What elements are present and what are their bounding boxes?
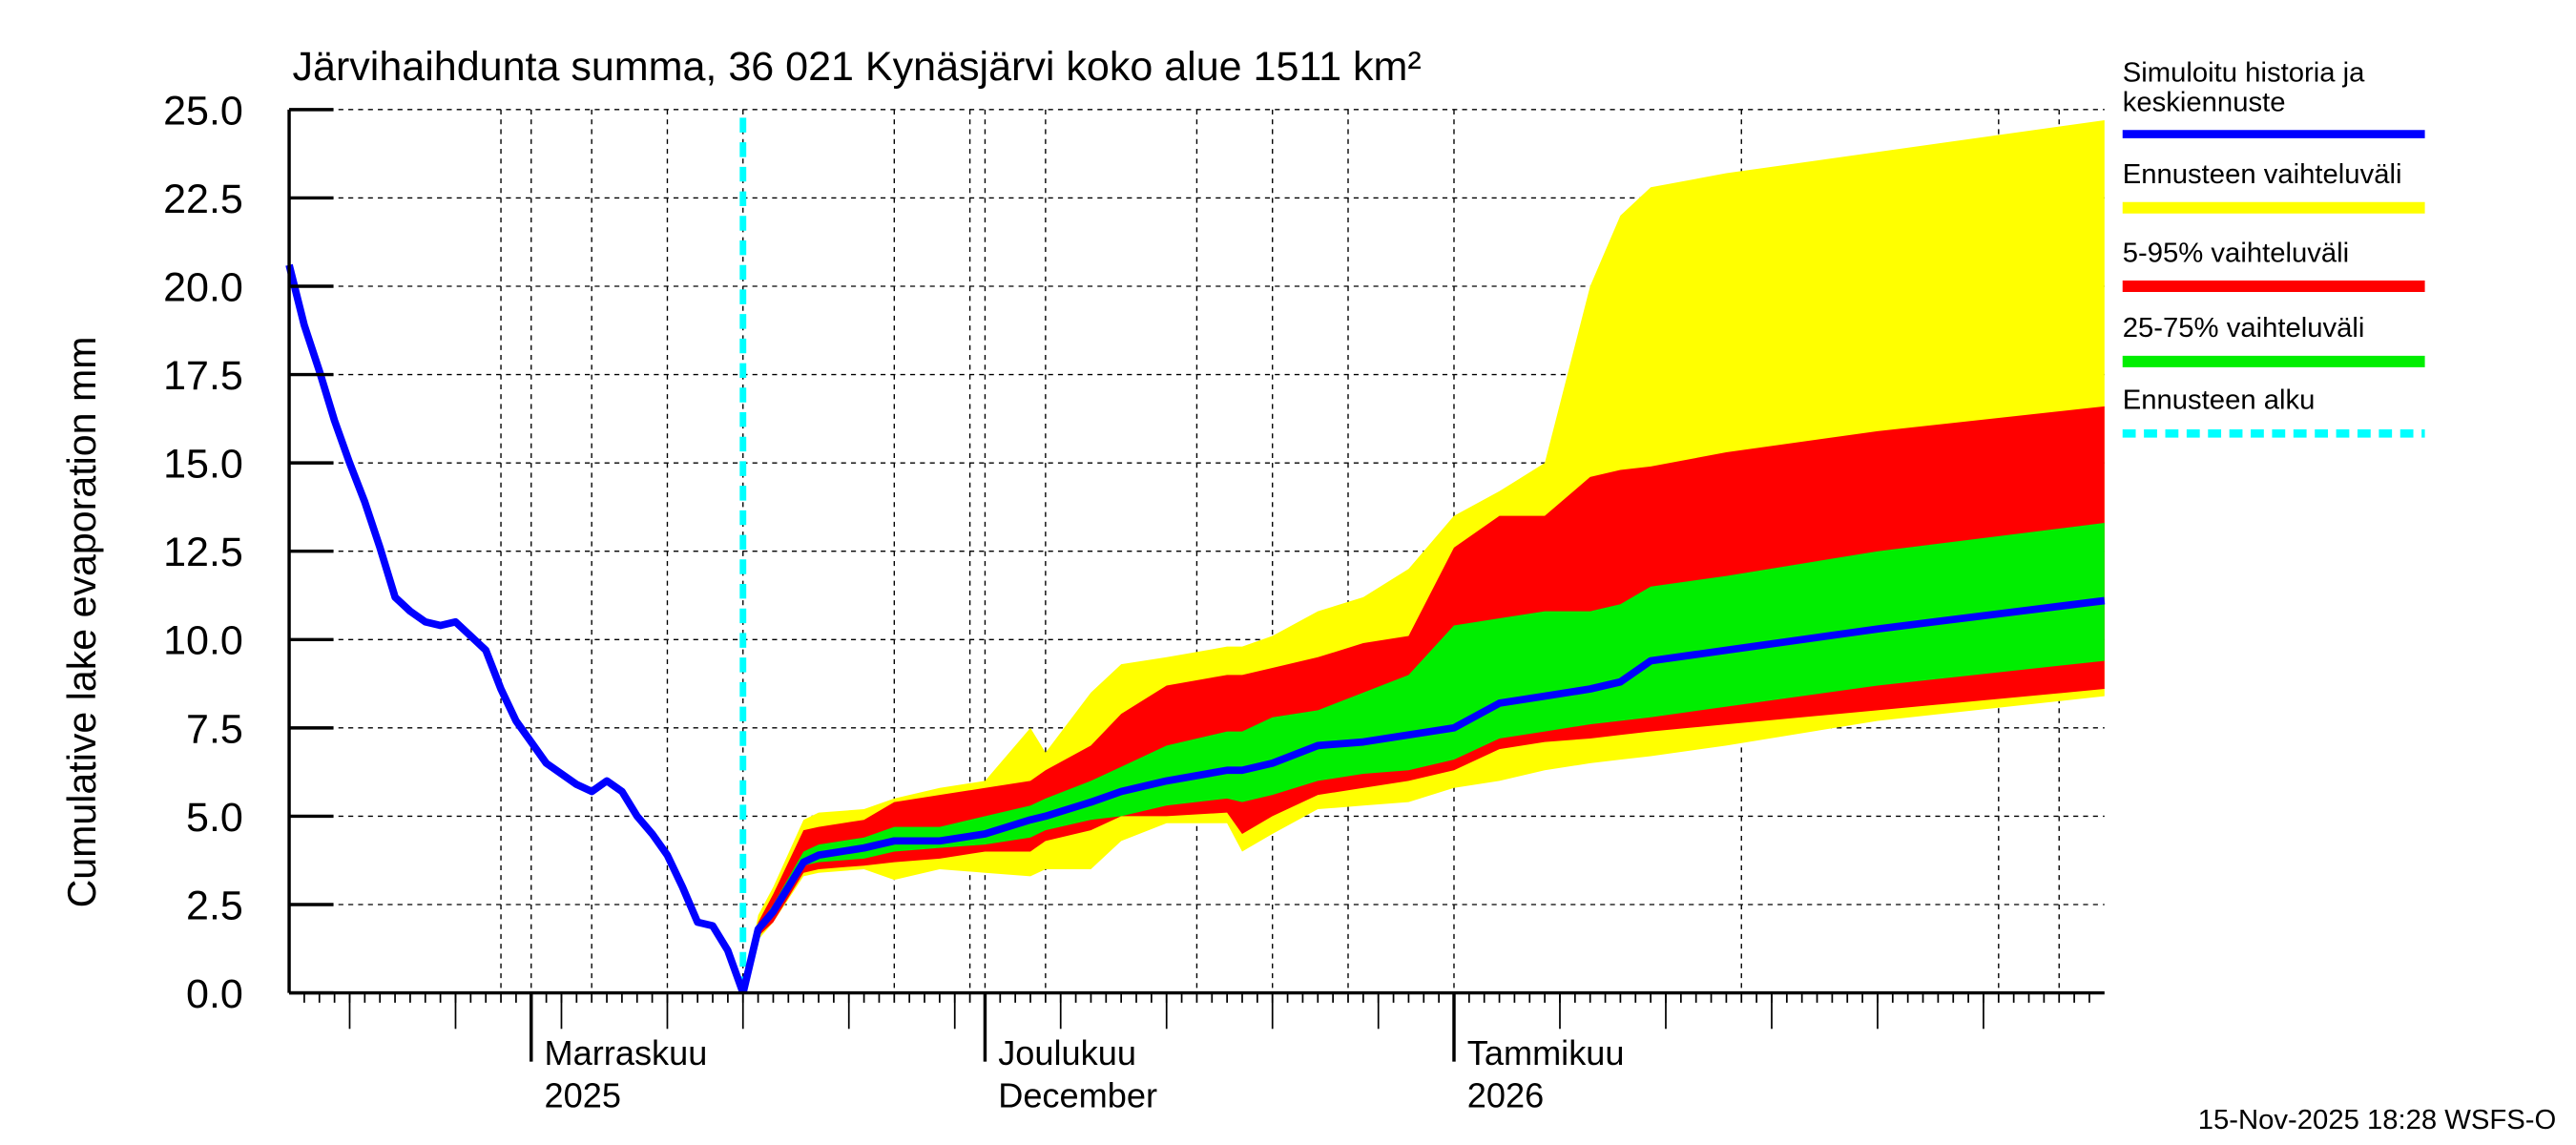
y-tick-label: 7.5 xyxy=(186,706,243,752)
footer-timestamp: 15-Nov-2025 18:28 WSFS-O xyxy=(2198,1105,2557,1135)
legend-label: Ennusteen vaihteluväli xyxy=(2123,159,2402,190)
y-tick-label: 10.0 xyxy=(163,618,243,664)
band-25-75 xyxy=(742,523,2105,993)
month-year-label: 2026 xyxy=(1467,1076,1544,1115)
y-tick-label: 2.5 xyxy=(186,884,243,929)
axes: 0.0 2.5 5.0 7.5 10.0 12.5 15.0 17.5 20.0 22.5 25.0… xyxy=(163,88,2105,1115)
y-axis-label: Cumulative lake evaporation mm xyxy=(60,337,104,908)
y-tick-label: 20.0 xyxy=(163,265,243,311)
month-label: Joulukuu xyxy=(998,1033,1136,1072)
legend-label-line2: keskiennuste xyxy=(2123,88,2286,118)
month-label: Tammikuu xyxy=(1467,1033,1625,1072)
y-tick-label: 0.0 xyxy=(186,971,243,1017)
y-tick-label: 15.0 xyxy=(163,442,243,488)
y-tick-label: 12.5 xyxy=(163,530,243,575)
month-year-label: December xyxy=(998,1076,1157,1115)
legend-label: 25-75% vaihteluväli xyxy=(2123,313,2365,344)
legend-label: Ennusteen alku xyxy=(2123,385,2316,416)
y-tick-label: 17.5 xyxy=(163,353,243,399)
month-label: Marraskuu xyxy=(545,1033,708,1072)
y-tick-label: 25.0 xyxy=(163,88,243,134)
bands xyxy=(742,120,2105,993)
chart-title: Järvihaihdunta summa, 36 021 Kynäsjärvi … xyxy=(293,44,1422,90)
legend-label: 5-95% vaihteluväli xyxy=(2123,238,2349,268)
lines xyxy=(285,117,2106,994)
history-line xyxy=(285,263,747,994)
y-tick-label: 22.5 xyxy=(163,177,243,222)
legend-label: Simuloitu historia ja xyxy=(2123,58,2365,89)
median-forecast-line xyxy=(739,596,2106,994)
y-tick-label: 5.0 xyxy=(186,795,243,841)
month-year-label: 2025 xyxy=(545,1076,621,1115)
